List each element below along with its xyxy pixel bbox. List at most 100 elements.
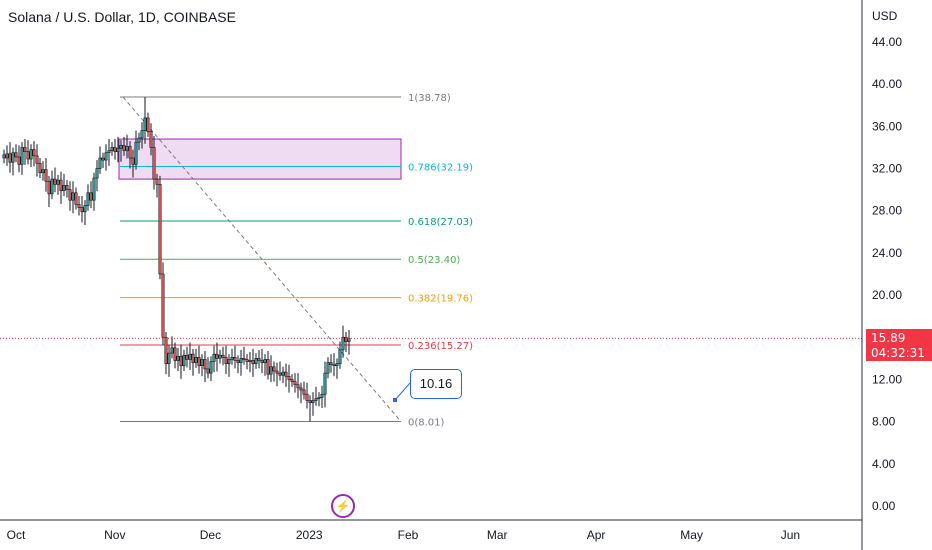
candle-body (35, 155, 39, 164)
candle-body (167, 352, 171, 364)
candle-body (251, 360, 255, 364)
candle-body (110, 147, 114, 151)
candle-body (215, 353, 219, 359)
candle-body (107, 150, 111, 154)
candle-body (86, 192, 90, 206)
candle-body (59, 179, 63, 191)
lightning-icon[interactable]: ⚡ (331, 494, 355, 518)
candle-body (191, 353, 195, 363)
candle-body (155, 178, 159, 185)
candle-body (308, 400, 312, 403)
candle-body (317, 397, 321, 399)
candle-body (119, 145, 123, 149)
candle-body (152, 147, 156, 180)
last-price-value: 15.89 (871, 331, 906, 345)
y-tick-label: 12.00 (872, 372, 902, 386)
candle-body (101, 157, 105, 161)
y-tick-label: 24.00 (872, 246, 902, 260)
candle-body (323, 372, 327, 395)
candle-body (95, 168, 99, 179)
candle-body (179, 355, 183, 367)
y-tick-label: 8.00 (872, 415, 896, 429)
candle-body (329, 362, 333, 365)
y-tick-label: 0.00 (872, 499, 896, 513)
candle-body (164, 336, 168, 364)
candle-body (14, 152, 18, 158)
candle-body (143, 117, 147, 131)
candle-body (65, 185, 69, 190)
candle-body (41, 169, 45, 174)
fib-trendline (122, 96, 402, 422)
candle-body (74, 192, 78, 205)
candle-body (302, 389, 306, 395)
candle-body (314, 398, 318, 401)
candle-body (11, 152, 15, 163)
y-tick-label: 32.00 (872, 162, 902, 176)
candle-body (335, 363, 339, 367)
candle-body (17, 156, 21, 165)
fib-level-label: 1(38.78) (408, 93, 451, 104)
candle-body (332, 364, 336, 367)
candle-body (161, 273, 165, 338)
candle-body (341, 336, 345, 351)
candle-body (71, 192, 75, 201)
chart-title: Solana / U.S. Dollar, 1D, COINBASE (8, 9, 236, 25)
candle-body (278, 372, 282, 376)
candle-body (173, 347, 177, 361)
candle-body (269, 366, 273, 375)
candle-body (125, 146, 129, 151)
candle-body (149, 131, 153, 148)
candle-body (128, 146, 132, 159)
candle-body (281, 371, 285, 376)
candle-body (50, 178, 54, 195)
candle-body (122, 145, 126, 151)
candle-body (185, 354, 189, 360)
candle-body (275, 370, 279, 374)
x-tick-label: 2023 (296, 528, 323, 542)
candle-body (89, 192, 93, 201)
candle-body (272, 366, 276, 372)
candle-body (47, 180, 51, 195)
candle-body (206, 368, 210, 374)
candle-body (266, 359, 270, 375)
x-tick-label: Jun (781, 528, 800, 542)
candle-body (83, 205, 87, 213)
candle-body (290, 379, 294, 382)
x-tick-label: Feb (398, 528, 419, 542)
bar-countdown: 04:32:31 (871, 346, 925, 360)
candle-body (140, 130, 144, 139)
candle-body (137, 137, 141, 143)
candle-body (245, 359, 249, 362)
fib-level-label: 0.382(19.76) (408, 294, 473, 305)
candle-body (299, 387, 303, 391)
candle-body (23, 147, 27, 152)
candle-body (242, 358, 246, 360)
candle-body (227, 359, 231, 364)
candle-body (224, 357, 228, 364)
candle-body (113, 147, 117, 152)
candle-body (62, 185, 66, 191)
candle-body (347, 338, 351, 342)
candle-body (293, 381, 297, 386)
candle-body (53, 178, 57, 185)
candle-body (176, 355, 180, 361)
candle-body (296, 384, 300, 389)
candle-body (92, 177, 96, 201)
candle-body (254, 358, 258, 364)
candle-body (344, 336, 348, 342)
candle-body (77, 204, 81, 208)
candle-body (260, 360, 264, 363)
ruler-measure-label[interactable]: 10.16 (410, 369, 462, 399)
last-price-tag: 15.89 04:32:31 (866, 329, 932, 361)
candle-body (326, 362, 330, 374)
y-tick-label: 4.00 (872, 457, 896, 471)
fib-level-label: 0.618(27.03) (408, 217, 473, 228)
supply-zone (118, 138, 402, 180)
y-tick-label: 40.00 (872, 77, 902, 91)
candle-body (131, 157, 135, 165)
candle-body (230, 357, 234, 360)
candle-body (236, 360, 240, 363)
x-tick-label: Dec (200, 528, 221, 542)
candle-body (29, 149, 33, 160)
